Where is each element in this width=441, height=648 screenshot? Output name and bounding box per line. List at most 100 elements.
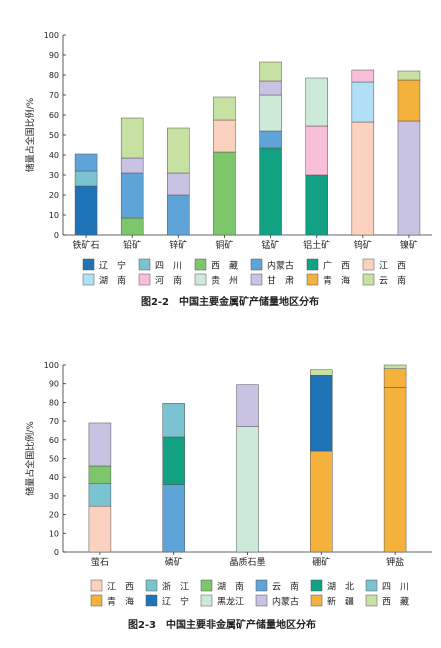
bar-segment	[310, 369, 333, 376]
legend-label: 内蒙古	[267, 260, 294, 272]
legend-label: 湖 南	[217, 581, 244, 593]
legend-label: 新 疆	[327, 596, 354, 608]
y-tick-label: 0	[54, 548, 59, 557]
legend-label: 云 南	[379, 275, 406, 287]
bar-segment	[397, 70, 421, 81]
bar-stacks	[88, 364, 407, 553]
y-tick-label: 30	[49, 171, 59, 180]
bar-segment	[397, 79, 421, 122]
bar-segment	[259, 147, 282, 236]
bar-segment	[383, 387, 407, 553]
legend-label: 广 西	[323, 260, 350, 272]
legend-label: 云 南	[272, 581, 299, 593]
nonmetal-ore-chart: 储量占全国比例/% 0 10 20 30 40 50 60 70 80 90 100 萤石 磷矿 晶质石…	[24, 361, 432, 631]
legend-label: 西 藏	[211, 260, 238, 272]
bar-segment	[120, 117, 144, 159]
y-tick-label: 70	[49, 91, 59, 100]
y-axis-label: 储量占全国比例/%	[24, 97, 36, 172]
legend-label: 甘 肃	[267, 275, 294, 287]
bar-segment	[120, 217, 144, 236]
x-tick-label: 钨矿	[354, 239, 372, 251]
bar-segment	[259, 130, 282, 149]
legend-swatch	[90, 579, 103, 592]
bar-segment	[213, 151, 236, 236]
bar-segment	[120, 157, 144, 174]
x-tick-label: 晶质石墨	[229, 556, 265, 568]
bar-segment	[305, 174, 328, 236]
bar-segment	[310, 375, 333, 452]
x-tick-label: 磷矿	[165, 556, 183, 568]
legend-swatch	[365, 594, 378, 607]
y-tick-label: 0	[54, 231, 59, 240]
legend-label: 四 川	[382, 583, 409, 593]
y-tick-label: 50	[49, 131, 59, 140]
bar-segment	[88, 505, 112, 553]
legend-swatch	[138, 258, 151, 271]
bar-segment	[397, 120, 421, 236]
legend-swatch	[194, 273, 207, 286]
x-tick-label: 钾盐	[386, 556, 404, 568]
bar-segment	[351, 121, 375, 236]
legend-swatch	[145, 579, 158, 592]
y-tick-label: 30	[49, 492, 59, 501]
legend-label: 江 西	[379, 261, 406, 272]
legend-swatch	[310, 579, 323, 592]
bar-segment	[88, 422, 112, 467]
legend: 江 西 浙 江 湖 南 云 南 湖 北 四 川青 海 辽 宁 黑龙江 内蒙古 新 疆 西 藏	[90, 579, 409, 608]
bar-segment	[167, 172, 190, 196]
bar-segment	[213, 96, 236, 121]
legend-swatch	[200, 579, 213, 592]
legend-label: 青 海	[323, 275, 350, 287]
legend-swatch	[255, 579, 268, 592]
legend-swatch	[145, 594, 158, 607]
bar-segment	[259, 80, 282, 96]
y-tick-label: 40	[49, 151, 59, 160]
y-tick-label: 60	[49, 111, 59, 120]
bar-segment	[236, 426, 259, 553]
bar-segment	[383, 368, 407, 388]
y-axis-title: 储量占全国比例/%	[24, 421, 36, 496]
y-tick-label: 20	[49, 191, 59, 200]
y-tick-label: 90	[49, 380, 59, 389]
legend-label: 浙 江	[162, 581, 189, 593]
y-tick-label: 80	[49, 398, 59, 407]
y-tick-label: 10	[49, 211, 59, 220]
bar-segment	[167, 127, 190, 174]
chart-title: 图2-2 中国主要金属矿产储量地区分布	[141, 295, 319, 308]
bar-segment	[259, 94, 282, 132]
bar-segment	[383, 364, 407, 369]
legend-swatch	[250, 258, 263, 271]
y-tick-label: 60	[49, 436, 59, 445]
bar-segment	[162, 484, 185, 553]
legend-swatch	[306, 258, 319, 271]
y-tick-label: 10	[49, 529, 59, 538]
bar-segment	[74, 153, 98, 172]
x-tick-label: 铁矿石	[73, 239, 100, 251]
bar-segment	[162, 436, 185, 485]
legend-swatch	[306, 273, 319, 286]
legend-swatch	[362, 273, 375, 286]
y-tick-label: 50	[49, 455, 59, 464]
x-tick-label: 萤石	[91, 556, 109, 568]
x-tick-label: 铝土矿	[303, 239, 330, 251]
legend-swatch	[90, 594, 103, 607]
bar-segment	[88, 483, 112, 507]
legend-label: 江 西	[107, 582, 134, 593]
bar-segment	[305, 77, 328, 127]
y-axis-label: 储量占全国比例/%	[24, 421, 36, 496]
legend-label: 湖 南	[99, 275, 126, 287]
legend-swatch	[310, 594, 323, 607]
y-tick-label: 100	[44, 31, 59, 40]
legend-swatch	[250, 273, 263, 286]
x-axis-tick-labels: 萤石 磷矿 晶质石墨 硼矿 钾盐	[91, 552, 404, 568]
x-axis-tick-labels: 铁矿石 铅矿 锌矿 铜矿 锰矿 铝土矿 钨矿 镍矿	[73, 235, 418, 251]
y-tick-label: 40	[49, 473, 59, 482]
y-tick-label: 90	[49, 51, 59, 60]
x-tick-label: 锌矿	[169, 239, 187, 251]
bar-segment	[351, 81, 375, 123]
legend-label: 青 海	[107, 596, 134, 608]
bar-segment	[305, 125, 328, 176]
x-tick-label: 锰矿	[262, 239, 280, 251]
legend-swatch	[82, 258, 95, 271]
x-tick-label: 铜矿	[215, 239, 233, 251]
